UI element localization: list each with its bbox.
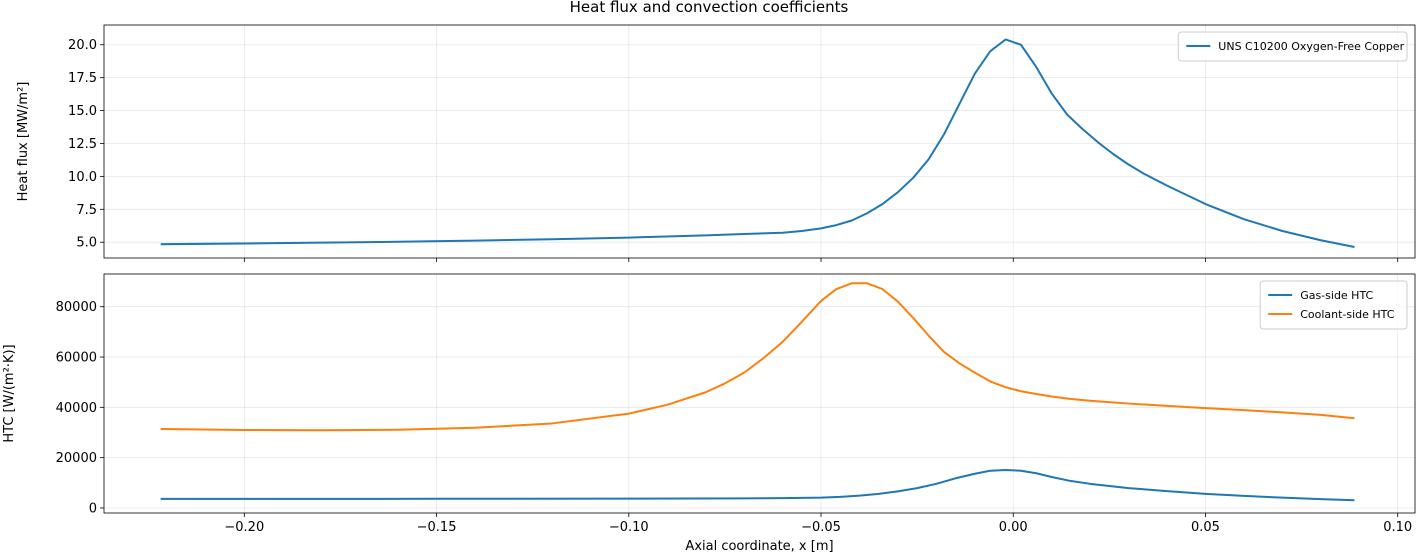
x-tick-label: −0.20 — [224, 520, 264, 535]
figure-title: Heat flux and convection coefficients — [570, 0, 849, 16]
series-line-0 — [160, 38, 1355, 248]
x-tick-label: 0.10 — [1383, 520, 1412, 535]
y-tick-label: 20000 — [56, 451, 97, 466]
y-tick-label: 12.5 — [68, 137, 97, 152]
legend-entry: UNS C10200 Oxygen-Free Copper — [1218, 40, 1404, 53]
axes-frame — [103, 24, 1416, 259]
legend-box — [1259, 280, 1408, 330]
x-tick-label: −0.10 — [609, 520, 649, 535]
y-tick-label: 5.0 — [76, 236, 97, 251]
series-line-1 — [160, 282, 1355, 432]
heat-flux-panel: 5.0 7.5 10.0 12.5 15.0 17.5 20.0 Heat flux [MW/… — [16, 24, 1416, 262]
y-tick-label: 20.0 — [68, 38, 97, 53]
legend-entry: Gas-side HTC — [1300, 289, 1373, 302]
y-axis-label: HTC [W/(m²·K)] — [2, 344, 17, 442]
y-tick-label: 7.5 — [76, 203, 97, 218]
x-tick-label: −0.05 — [801, 520, 841, 535]
x-axis-label: Axial coordinate, x [m] — [685, 539, 833, 554]
y-axis-label: Heat flux [MW/m²] — [16, 82, 31, 202]
series-line-0 — [160, 468, 1355, 502]
y-tick-label: 15.0 — [68, 104, 97, 119]
y-tick-label: 10.0 — [68, 170, 97, 185]
y-tick-label: 60000 — [56, 351, 97, 366]
y-tick-label: 17.5 — [68, 71, 97, 86]
y-tick-label: 80000 — [56, 300, 97, 315]
legend: UNS C10200 Oxygen-Free Copper — [1177, 31, 1408, 62]
legend-entry: Coolant-side HTC — [1300, 308, 1395, 321]
legend: Gas-side HTC Coolant-side HTC — [1259, 280, 1408, 330]
y-tick-label: 40000 — [56, 401, 97, 416]
y-tick-label: 0 — [89, 501, 97, 516]
x-tick-label: 0.00 — [999, 520, 1028, 535]
x-tick-label: 0.05 — [1191, 520, 1220, 535]
htc-panel: −0.20 −0.15 −0.10 −0.05 0.00 0.05 0.10 0 20000 40… — [2, 273, 1416, 554]
axes-frame — [103, 273, 1416, 514]
x-tick-label: −0.15 — [417, 520, 457, 535]
legend-box — [1177, 31, 1408, 62]
